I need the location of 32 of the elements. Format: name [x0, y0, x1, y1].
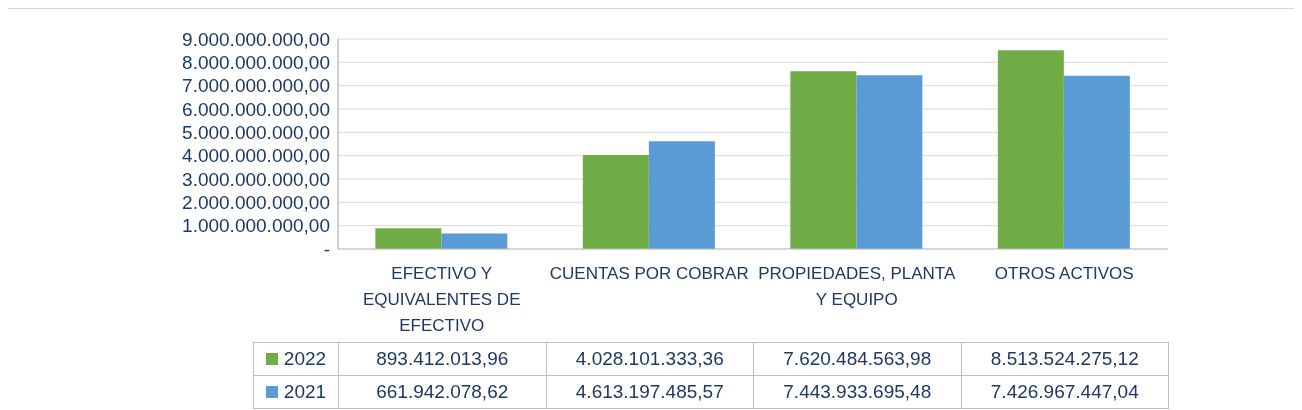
- data-label: 7.426.967.447,04: [961, 375, 1169, 409]
- data-label: 7.443.933.695,48: [753, 375, 961, 409]
- data-label: 893.412.013,96: [338, 342, 546, 376]
- bar: [375, 228, 442, 249]
- legend-label: 2021: [253, 375, 339, 409]
- y-tick-label: 1.000.000.000,00: [182, 215, 330, 237]
- bar: [1063, 75, 1130, 249]
- data-label: 4.613.197.485,57: [546, 375, 754, 409]
- y-tick-label: 3.000.000.000,00: [182, 168, 330, 190]
- y-tick-label: 7.000.000.000,00: [182, 75, 330, 97]
- x-tick-label: OTROS ACTIVOS: [994, 264, 1134, 283]
- y-tick-label: 5.000.000.000,00: [182, 122, 330, 144]
- data-label: 661.942.078,62: [338, 375, 546, 409]
- bar: [997, 50, 1064, 249]
- data-label: 4.028.101.333,36: [546, 342, 754, 376]
- y-tick-label: 4.000.000.000,00: [182, 145, 330, 167]
- data-label: 8.513.524.275,12: [961, 342, 1169, 376]
- legend-label: 2022: [253, 342, 339, 376]
- bar: [441, 233, 508, 249]
- bar: [790, 71, 857, 249]
- bar: [582, 155, 649, 249]
- y-tick-label: 2.000.000.000,00: [182, 192, 330, 214]
- bar: [648, 141, 715, 249]
- y-tick-label: 8.000.000.000,00: [182, 52, 330, 74]
- y-tick-label: 6.000.000.000,00: [182, 98, 330, 120]
- x-tick-label: CUENTAS POR COBRAR: [549, 264, 749, 283]
- x-tick-label: PROPIEDADES, PLANTA Y EQUIPO: [758, 264, 956, 309]
- y-tick-label: 9.000.000.000,00: [182, 28, 330, 50]
- data-label: 7.620.484.563,98: [753, 342, 961, 376]
- x-tick-label: EFECTIVO Y EQUIVALENTES DE EFECTIVO: [363, 264, 521, 335]
- y-tick-label: -: [323, 238, 330, 260]
- bar: [856, 75, 923, 249]
